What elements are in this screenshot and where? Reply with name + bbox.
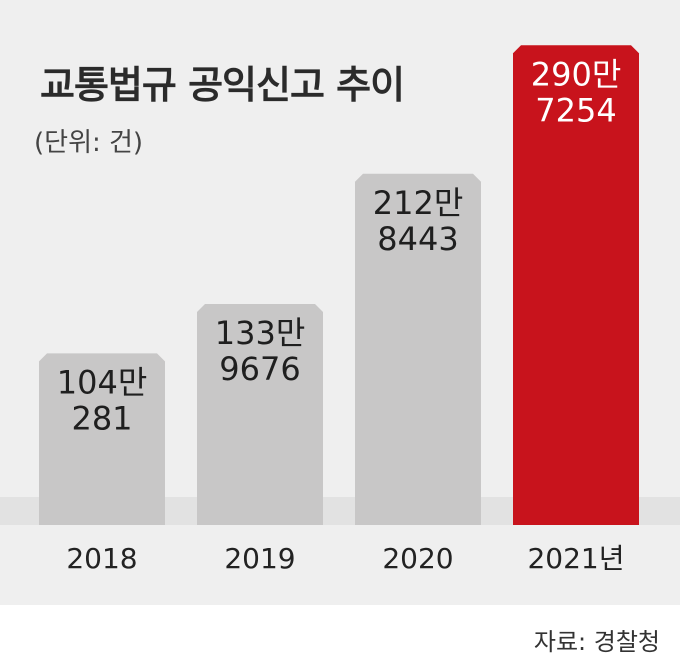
value-label: 7254 [535, 91, 616, 129]
value-label: 104만 [57, 363, 148, 401]
bar-2019 [197, 303, 323, 525]
category-label: 2020 [382, 542, 453, 575]
value-label: 8443 [377, 220, 458, 258]
value-label: 212만 [373, 184, 464, 222]
bar-2021년 [513, 45, 639, 525]
value-label: 290만 [531, 55, 622, 93]
chart-title: 교통법규 공익신고 추이 [40, 63, 405, 107]
bar-2018 [39, 353, 165, 525]
unit-label: (단위: 건) [34, 128, 144, 158]
category-label: 2019 [224, 542, 295, 575]
category-label: 2021년 [527, 542, 624, 575]
source-label: 자료: 경찰청 [533, 628, 660, 656]
value-label: 281 [71, 399, 132, 437]
value-label: 9676 [219, 350, 300, 388]
bar-2020 [355, 173, 481, 526]
category-label: 2018 [66, 542, 137, 575]
value-label: 133만 [215, 314, 306, 352]
